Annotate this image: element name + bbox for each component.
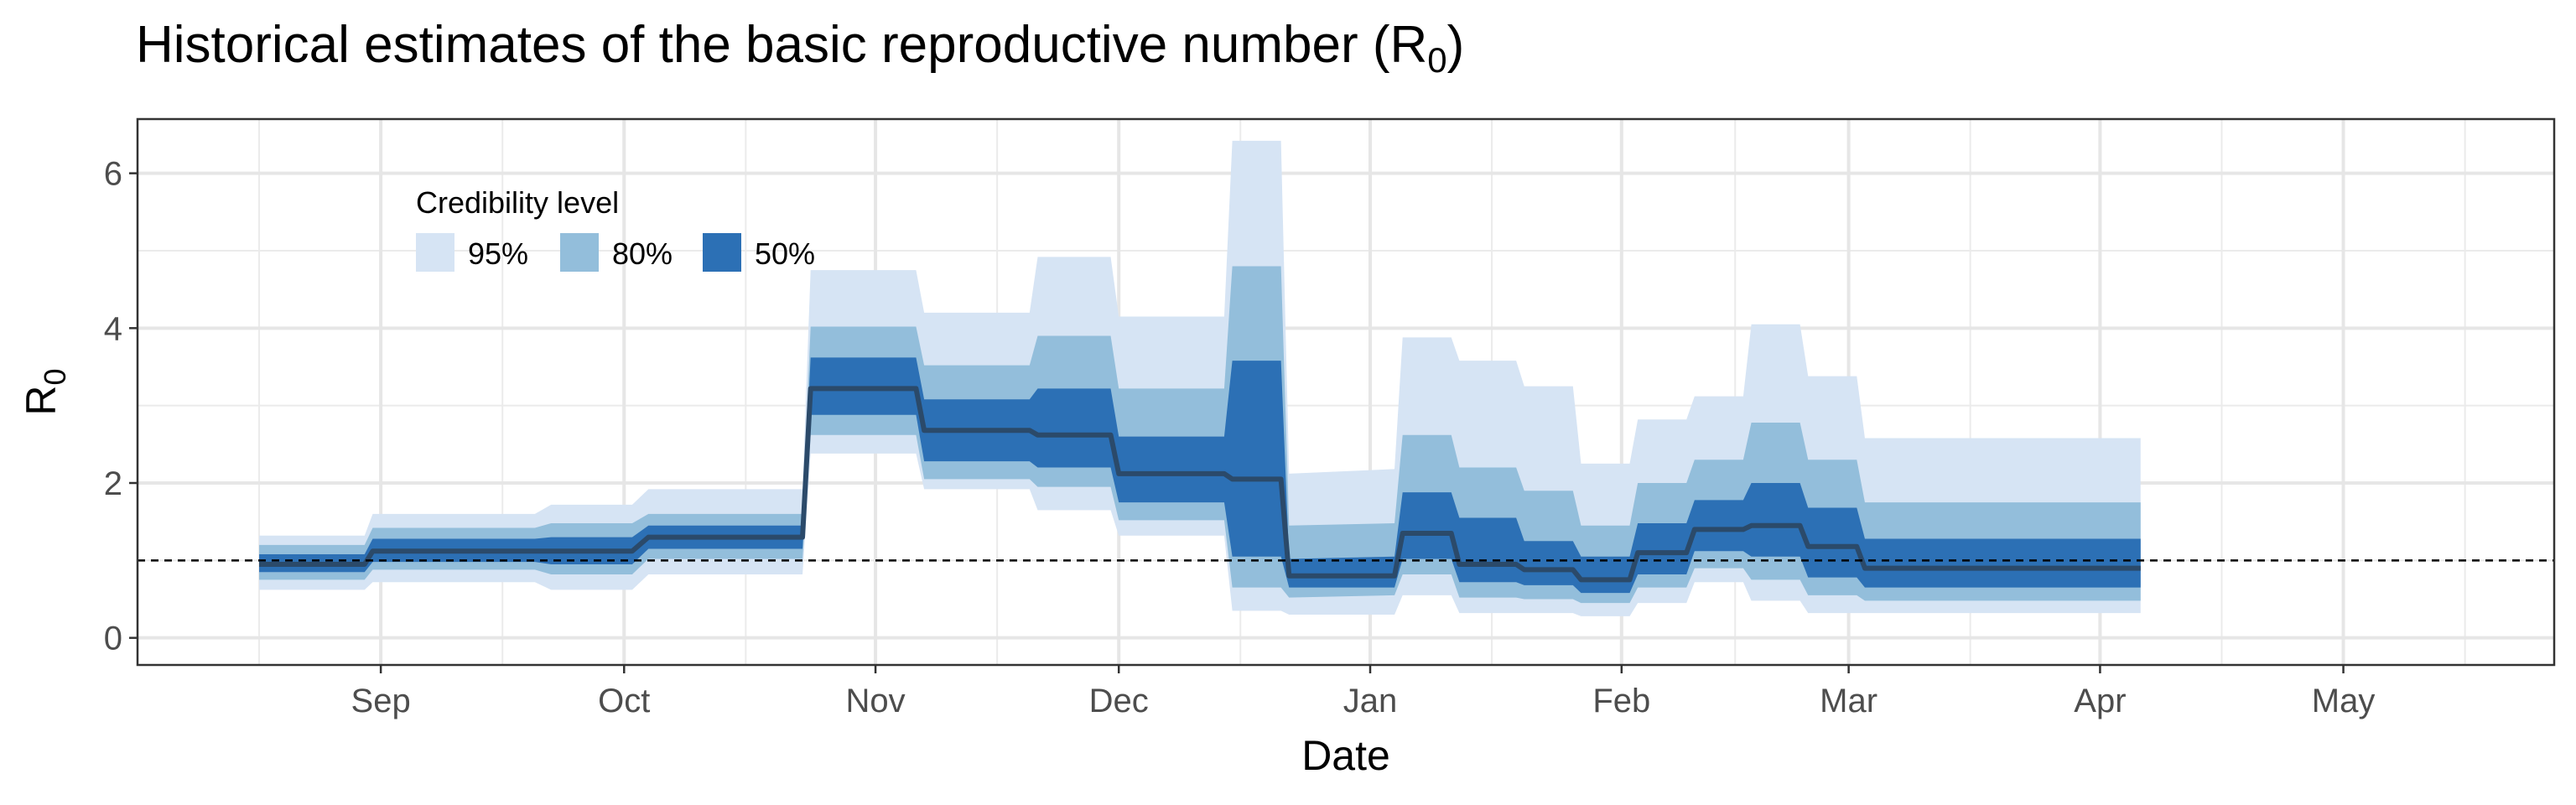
x-axis-title: Date [1301, 732, 1390, 779]
x-tick-label: Oct [598, 683, 650, 719]
legend-label: 80% [612, 236, 673, 271]
y-tick-label: 4 [104, 310, 122, 347]
x-tick-label: Nov [846, 683, 906, 719]
legend-title: Credibility level [416, 185, 619, 220]
x-tick-label: Dec [1089, 683, 1149, 719]
x-tick-label: Sep [351, 683, 411, 719]
median-line [259, 386, 2141, 583]
panel-border [136, 117, 2556, 667]
legend-label: 50% [755, 236, 815, 271]
x-tick-label: Mar [1820, 683, 1877, 719]
chart-title: Historical estimates of the basic reprod… [136, 15, 1464, 80]
y-tick-label: 2 [104, 465, 122, 502]
x-tick-label: May [2312, 683, 2376, 719]
chart-title-subscript: 0 [1427, 40, 1447, 80]
legend-swatch [703, 233, 741, 272]
median-layer [259, 386, 2141, 583]
axis-layer: 0 2 4 6 Sep Oct Nov Dec Jan Feb Mar Apr May [104, 156, 2376, 719]
y-axis-title: R0 [18, 368, 72, 415]
y-axis-title-subscript: 0 [38, 368, 72, 385]
x-tick-label: Apr [2074, 683, 2126, 719]
legend-label: 95% [468, 236, 528, 271]
legend: Credibility level 95% 80% 50% [416, 185, 815, 272]
grid-layer [138, 119, 2554, 665]
chart-title-text: Historical estimates of the basic reprod… [136, 16, 1428, 74]
legend-swatch [560, 233, 599, 272]
legend-swatch [416, 233, 454, 272]
x-tick-label: Jan [1343, 683, 1398, 719]
y-axis-title-main: R [18, 385, 65, 415]
y-tick-label: 6 [104, 156, 122, 193]
chart-title-suffix: ) [1446, 16, 1465, 74]
y-tick-label: 0 [104, 621, 122, 657]
band-80 [259, 266, 2141, 604]
x-tick-label: Feb [1592, 683, 1650, 719]
